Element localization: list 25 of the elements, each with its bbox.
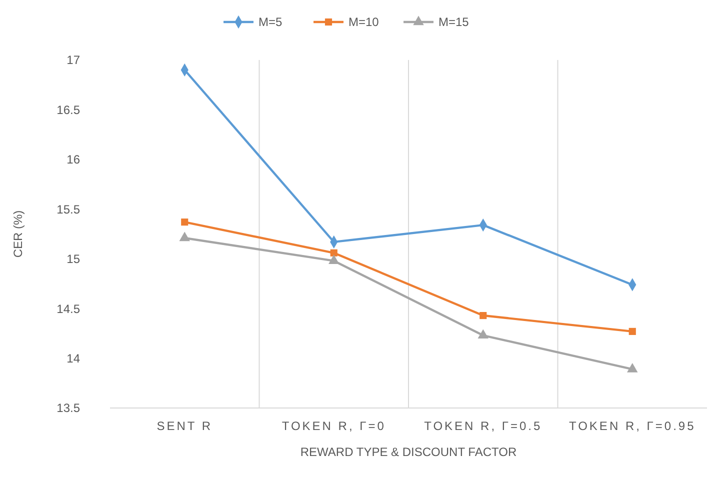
y-tick-label: 16	[66, 152, 80, 167]
legend-label: M=5	[258, 15, 283, 30]
y-axis-title: CER (%)	[11, 210, 25, 258]
y-tick-label: 16.5	[56, 102, 80, 117]
y-tick-label: 13.5	[56, 401, 80, 416]
point	[478, 329, 488, 339]
y-tick-label: 14	[66, 351, 80, 366]
legend-label: M=15	[438, 15, 470, 30]
point	[330, 249, 338, 256]
point	[181, 218, 188, 226]
point	[328, 254, 340, 264]
y-tick-label: 14.5	[56, 302, 80, 316]
x-tick-label: TOKEN R, Γ=0.95	[568, 419, 696, 433]
point	[627, 363, 638, 372]
x-tick-label: SENT R	[156, 419, 213, 433]
legend-label: M=10	[348, 15, 380, 30]
point	[480, 312, 487, 320]
point	[179, 232, 190, 242]
x-tick-label: TOKEN R, Γ=0.5	[424, 419, 542, 433]
y-tick-label: 15	[66, 252, 80, 266]
y-tick-label: 17	[66, 53, 80, 68]
x-tick-label: TOKEN R, Γ=0	[282, 419, 386, 433]
y-tick-label: 15.5	[56, 202, 80, 216]
point	[628, 328, 636, 335]
x-axis-title: REWARD TYPE & DISCOUNT FACTOR	[300, 445, 517, 459]
